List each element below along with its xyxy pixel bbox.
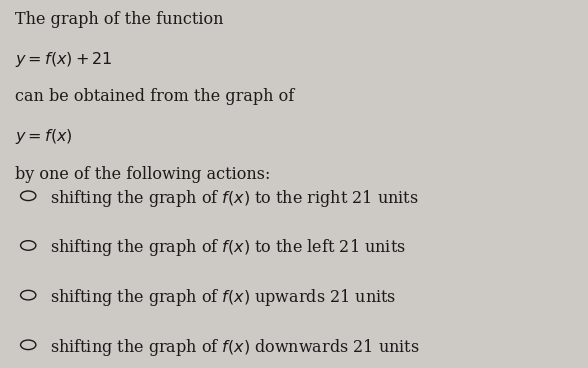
Text: shifting the graph of $f(x)$ to the right 21 units: shifting the graph of $f(x)$ to the righ… bbox=[50, 188, 419, 209]
Text: $y = f(x) + 21$: $y = f(x) + 21$ bbox=[15, 50, 112, 69]
Text: The graph of the function: The graph of the function bbox=[15, 11, 223, 28]
Text: shifting the graph of $f(x)$ downwards 21 units: shifting the graph of $f(x)$ downwards 2… bbox=[50, 337, 420, 358]
Text: by one of the following actions:: by one of the following actions: bbox=[15, 166, 270, 183]
Text: shifting the graph of $f(x)$ to the left 21 units: shifting the graph of $f(x)$ to the left… bbox=[50, 237, 406, 258]
Text: can be obtained from the graph of: can be obtained from the graph of bbox=[15, 88, 294, 105]
Text: $y = f(x)$: $y = f(x)$ bbox=[15, 127, 72, 146]
Text: shifting the graph of $f(x)$ upwards 21 units: shifting the graph of $f(x)$ upwards 21 … bbox=[50, 287, 396, 308]
